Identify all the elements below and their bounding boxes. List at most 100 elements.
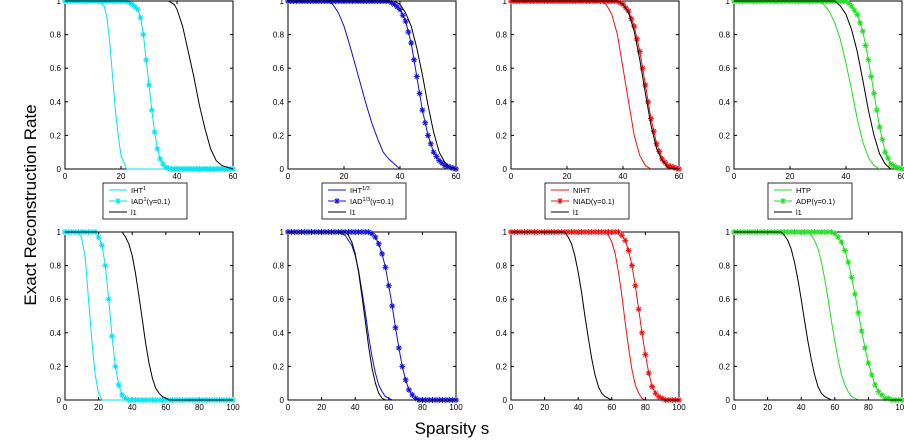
chart-panel-4: 0 20 40 60 0 0.2 0.4 0.6 0.8 1 HTP ADP(γ=0.1) l1 bbox=[719, 0, 904, 220]
x-tick-label: 0 bbox=[63, 403, 68, 412]
x-tick-label: 40 bbox=[128, 403, 137, 412]
star-marker bbox=[109, 333, 116, 340]
series-line bbox=[65, 0, 234, 170]
star-stroke bbox=[445, 164, 451, 169]
series-line bbox=[511, 0, 679, 170]
star-stroke bbox=[422, 120, 428, 126]
star-stroke bbox=[649, 384, 655, 390]
star-marker bbox=[635, 306, 642, 313]
y-tick-label: 0.8 bbox=[273, 31, 285, 40]
chart-panel-5: 0 20 40 60 80 100 0 0.2 0.4 0.6 0.8 1 bbox=[50, 228, 240, 412]
legend-entry-suffix: (γ=0.1) bbox=[811, 197, 835, 206]
x-tick-label: 60 bbox=[898, 172, 904, 181]
star-stroke bbox=[96, 234, 102, 240]
legend-entry-name: l1 bbox=[796, 208, 802, 217]
star-stroke bbox=[636, 306, 642, 312]
star-stroke bbox=[839, 239, 844, 245]
star-marker bbox=[154, 145, 161, 152]
star-stroke bbox=[132, 4, 138, 10]
legend-entry-name: l1 bbox=[131, 208, 137, 217]
y-tick-label: 0 bbox=[726, 396, 731, 405]
star-stroke bbox=[893, 164, 899, 170]
y-tick-label: 1 bbox=[503, 228, 508, 237]
legend-entry-suffix: (γ=0.1) bbox=[370, 197, 394, 206]
chart-panel-6: 0 20 40 60 80 100 0 0.2 0.4 0.6 0.8 1 bbox=[273, 228, 463, 412]
x-tick-label: 40 bbox=[797, 403, 806, 412]
star-marker bbox=[382, 264, 389, 271]
star-marker bbox=[392, 324, 399, 331]
star-stroke bbox=[403, 377, 409, 383]
star-marker bbox=[157, 155, 164, 162]
series-line bbox=[65, 231, 233, 401]
y-tick-label: 0.2 bbox=[496, 131, 508, 140]
star-stroke bbox=[673, 165, 679, 171]
y-tick-label: 0 bbox=[503, 165, 508, 174]
star-stroke bbox=[389, 303, 395, 309]
y-tick-label: 0.2 bbox=[50, 131, 62, 140]
star-marker bbox=[422, 119, 429, 126]
star-stroke bbox=[828, 229, 834, 235]
star-marker bbox=[441, 162, 448, 169]
legend-entry-superscript: 1 bbox=[143, 186, 146, 192]
star-stroke bbox=[428, 141, 434, 147]
y-tick-label: 0.8 bbox=[273, 262, 285, 271]
legend-entry-superscript: 1/3 bbox=[362, 186, 370, 192]
star-stroke bbox=[865, 360, 871, 366]
star-stroke bbox=[849, 3, 855, 9]
plot-area bbox=[510, 231, 680, 401]
legend-entry-suffix: (γ=0.1) bbox=[147, 197, 171, 206]
legend-entry-name: NIAD bbox=[573, 197, 592, 206]
star-stroke bbox=[622, 237, 628, 243]
series-line bbox=[511, 231, 679, 401]
star-marker bbox=[146, 82, 152, 88]
legend-entry-name: IHT bbox=[350, 186, 363, 195]
y-tick-label: 0.6 bbox=[719, 295, 731, 304]
star-marker bbox=[389, 302, 396, 309]
star-marker bbox=[105, 296, 112, 303]
legend-entry-superscript: 1 bbox=[144, 197, 147, 203]
plot-area bbox=[510, 0, 680, 170]
star-marker bbox=[151, 129, 158, 136]
star-stroke bbox=[899, 166, 904, 172]
star-stroke bbox=[876, 389, 881, 395]
y-tick-label: 0.2 bbox=[273, 131, 285, 140]
star-stroke bbox=[871, 90, 877, 96]
star-marker bbox=[868, 371, 875, 378]
series-line bbox=[288, 0, 457, 170]
legend-entry-name: l1 bbox=[573, 208, 579, 217]
star-stroke bbox=[129, 1, 135, 7]
x-tick-label: 80 bbox=[864, 403, 873, 412]
legend-entry-superscript: 1/3 bbox=[363, 197, 371, 203]
y-tick-label: 0.2 bbox=[50, 362, 62, 371]
y-tick-label: 0 bbox=[280, 396, 285, 405]
star-stroke bbox=[896, 165, 902, 171]
star-marker bbox=[885, 155, 891, 162]
y-tick-label: 1 bbox=[280, 0, 285, 6]
y-tick-label: 1 bbox=[503, 0, 508, 6]
star-marker bbox=[416, 90, 423, 97]
star-marker bbox=[433, 153, 440, 160]
star-stroke bbox=[659, 156, 665, 162]
star-stroke bbox=[396, 345, 402, 351]
star-marker bbox=[845, 259, 852, 266]
legend-entry: ADP(γ=0.1) bbox=[796, 197, 835, 206]
x-tick-label: 40 bbox=[619, 172, 628, 181]
star-stroke bbox=[106, 296, 112, 302]
legend-entry: l1 bbox=[350, 208, 356, 217]
star-stroke bbox=[842, 248, 848, 253]
plot-area bbox=[733, 0, 903, 170]
y-tick-label: 0.4 bbox=[719, 329, 731, 338]
star-stroke bbox=[116, 382, 122, 388]
star-stroke bbox=[439, 160, 445, 166]
star-stroke bbox=[112, 363, 118, 369]
star-stroke bbox=[442, 163, 448, 169]
star-stroke bbox=[874, 107, 880, 113]
y-tick-label: 0 bbox=[726, 165, 731, 174]
star-marker bbox=[628, 262, 635, 269]
series-line bbox=[734, 231, 902, 401]
x-tick-label: 20 bbox=[540, 403, 549, 412]
star-marker bbox=[632, 282, 639, 289]
series-line bbox=[65, 0, 233, 170]
